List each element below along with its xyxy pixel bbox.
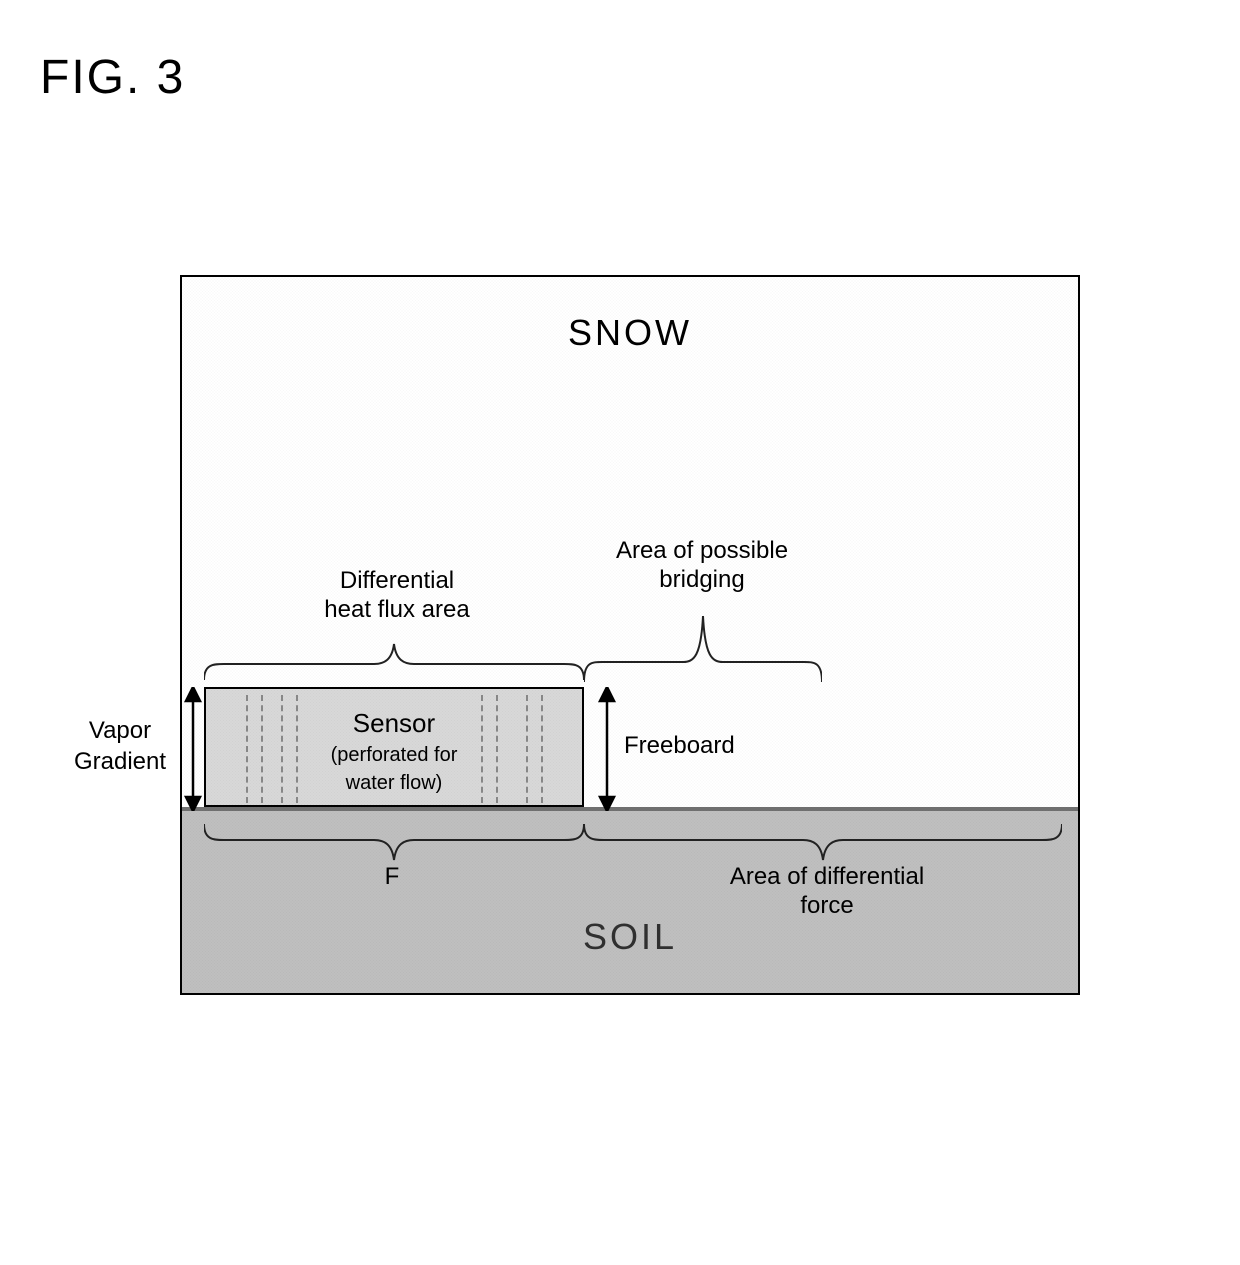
snow-label: SNOW	[182, 312, 1078, 354]
figure-title: FIG. 3	[40, 50, 185, 105]
diff-force-line1: Area of differential	[730, 863, 924, 890]
diff-force-line2: force	[800, 892, 853, 919]
vapor-gradient-arrow	[182, 687, 204, 811]
freeboard-arrow	[596, 687, 618, 811]
brace-force-f	[204, 822, 584, 862]
force-f-label: F	[362, 863, 422, 892]
bridging-line2: bridging	[659, 566, 744, 593]
sensor-box: Sensor (perforated for water flow)	[204, 687, 584, 807]
diff-heat-flux-line2: heat flux area	[324, 596, 469, 623]
brace-heat-flux	[204, 642, 584, 682]
bridging-line1: Area of possible	[616, 537, 788, 564]
brace-diff-force	[584, 822, 1062, 862]
soil-surface-line	[182, 807, 1078, 811]
vapor-gradient-line2: Gradient	[74, 748, 166, 775]
diagram: SNOW SOIL Differential heat flux area Ar…	[180, 275, 1080, 995]
area-of-possible-bridging-label: Area of possible bridging	[572, 537, 832, 595]
area-of-differential-force-label: Area of differential force	[682, 863, 972, 921]
freeboard-label: Freeboard	[624, 732, 764, 761]
soil-label: SOIL	[182, 916, 1078, 958]
page: FIG. 3 SNOW SOIL Differential heat flux …	[0, 0, 1240, 1265]
brace-bridging	[584, 612, 822, 684]
sensor-label-sub1: (perforated for	[331, 744, 458, 766]
sensor-label: Sensor (perforated for water flow)	[206, 707, 582, 796]
sensor-label-main: Sensor	[353, 708, 435, 738]
diff-heat-flux-line1: Differential	[340, 567, 454, 594]
sensor-label-sub2: water flow)	[346, 772, 443, 794]
vapor-gradient-line1: Vapor	[89, 717, 151, 744]
vapor-gradient-label: Vapor Gradient	[55, 715, 185, 777]
differential-heat-flux-label: Differential heat flux area	[272, 567, 522, 625]
